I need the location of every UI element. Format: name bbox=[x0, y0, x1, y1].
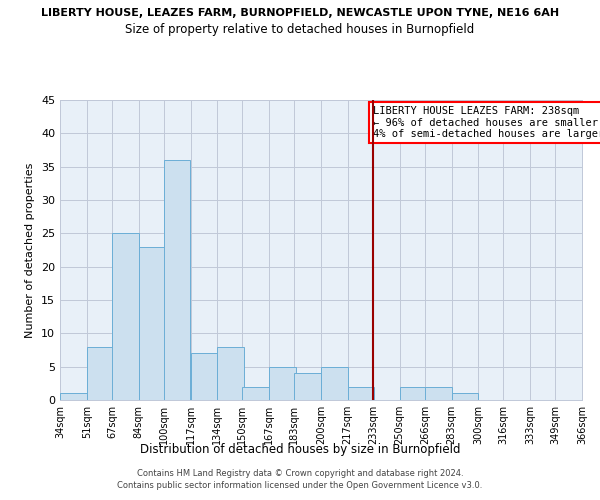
Text: LIBERTY HOUSE LEAZES FARM: 238sqm
← 96% of detached houses are smaller (126)
4% : LIBERTY HOUSE LEAZES FARM: 238sqm ← 96% … bbox=[373, 106, 600, 139]
Text: Contains HM Land Registry data © Crown copyright and database right 2024.: Contains HM Land Registry data © Crown c… bbox=[137, 468, 463, 477]
Bar bbox=[294, 374, 321, 400]
Text: Distribution of detached houses by size in Burnopfield: Distribution of detached houses by size … bbox=[140, 442, 460, 456]
Text: Contains public sector information licensed under the Open Government Licence v3: Contains public sector information licen… bbox=[118, 481, 482, 490]
Bar bbox=[348, 386, 374, 400]
Text: LIBERTY HOUSE, LEAZES FARM, BURNOPFIELD, NEWCASTLE UPON TYNE, NE16 6AH: LIBERTY HOUSE, LEAZES FARM, BURNOPFIELD,… bbox=[41, 8, 559, 18]
Bar bbox=[139, 246, 166, 400]
Bar bbox=[242, 386, 269, 400]
Bar bbox=[425, 386, 452, 400]
Bar bbox=[400, 386, 427, 400]
Bar bbox=[164, 160, 190, 400]
Y-axis label: Number of detached properties: Number of detached properties bbox=[25, 162, 35, 338]
Text: Size of property relative to detached houses in Burnopfield: Size of property relative to detached ho… bbox=[125, 22, 475, 36]
Bar bbox=[112, 234, 139, 400]
Bar bbox=[452, 394, 478, 400]
Bar bbox=[191, 354, 217, 400]
Bar bbox=[87, 346, 113, 400]
Bar bbox=[60, 394, 87, 400]
Bar bbox=[217, 346, 244, 400]
Bar bbox=[269, 366, 296, 400]
Bar bbox=[321, 366, 348, 400]
